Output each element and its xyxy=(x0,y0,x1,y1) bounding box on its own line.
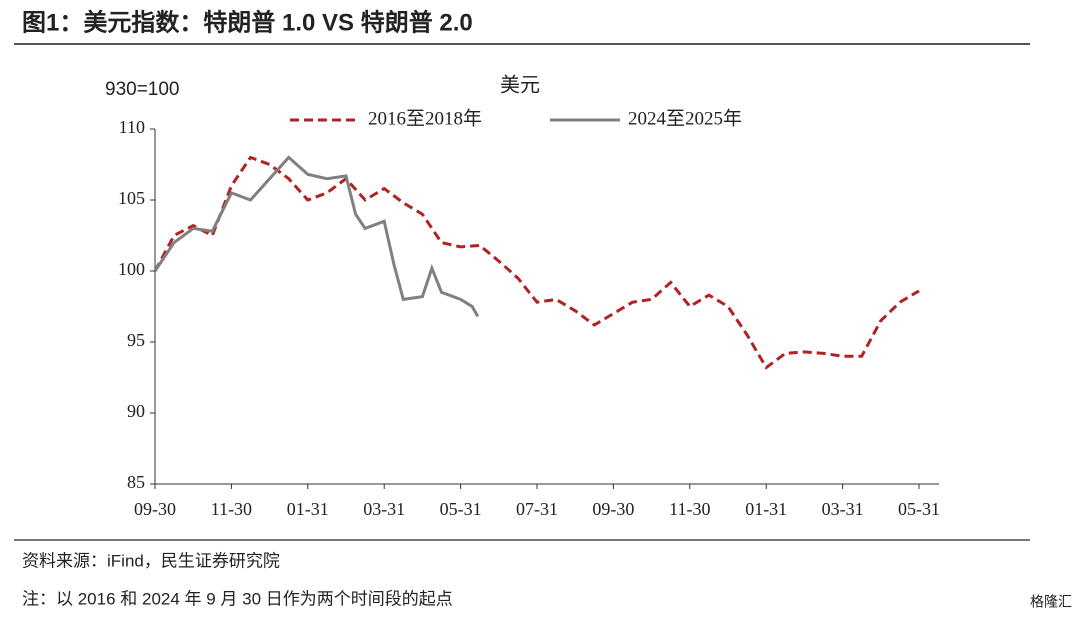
chart-title: 美元 xyxy=(500,73,540,96)
legend-label: 2016至2018年 xyxy=(368,107,482,129)
y-tick-label: 100 xyxy=(118,259,145,279)
x-tick-label: 03-31 xyxy=(363,499,405,519)
x-tick-label: 07-31 xyxy=(516,499,558,519)
legend-label: 2024至2025年 xyxy=(628,107,742,129)
x-tick-label: 05-31 xyxy=(898,499,940,519)
y-tick-label: 95 xyxy=(127,330,145,350)
watermark: 格隆汇 xyxy=(1030,594,1072,610)
x-tick-label: 05-31 xyxy=(440,499,482,519)
x-tick-label: 09-30 xyxy=(592,499,634,519)
x-tick-label: 03-31 xyxy=(822,499,864,519)
y-axis-label: 930=100 xyxy=(105,79,180,100)
page-title: 图1：美元指数：特朗普 1.0 VS 特朗普 2.0 xyxy=(22,8,473,36)
series-line xyxy=(153,155,480,318)
x-tick-label: 01-31 xyxy=(287,499,329,519)
note: 注：以 2016 和 2024 年 9 月 30 日作为两个时间段的起点 xyxy=(22,589,453,608)
series-line xyxy=(153,155,920,370)
x-tick-label: 11-30 xyxy=(211,499,252,519)
source: 资料来源：iFind，民生证券研究院 xyxy=(22,551,280,570)
x-tick-label: 01-31 xyxy=(745,499,787,519)
y-tick-label: 105 xyxy=(118,188,145,208)
y-tick-label: 85 xyxy=(127,472,145,492)
x-tick-label: 11-30 xyxy=(669,499,710,519)
y-tick-label: 110 xyxy=(119,117,145,137)
x-tick-label: 09-30 xyxy=(134,499,176,519)
y-tick-label: 90 xyxy=(127,401,145,421)
